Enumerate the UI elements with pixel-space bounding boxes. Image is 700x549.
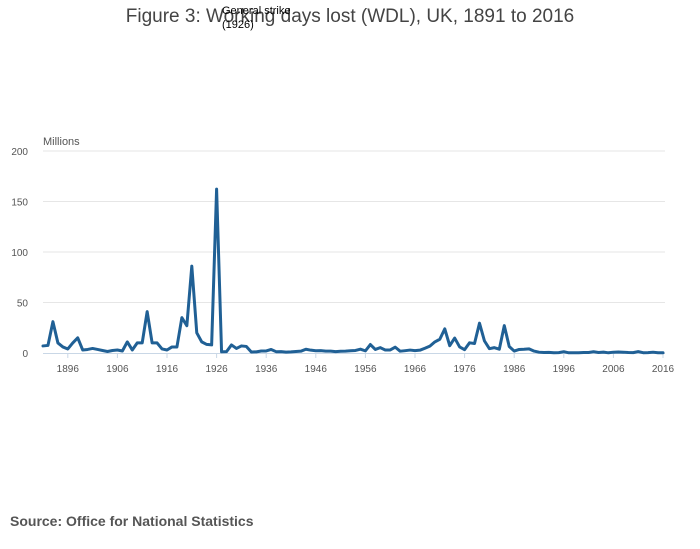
x-axis-ticks: 1896 1906 1916 1926 1936 1946 1956 1966 1976 1986… xyxy=(57,354,675,375)
x-tick-label: 1986 xyxy=(503,364,526,375)
general-strike-annotation: General strike (1926) xyxy=(222,4,290,32)
x-tick-label: 1906 xyxy=(106,364,129,375)
y-tick-label: 200 xyxy=(11,147,28,158)
x-tick-label: 2016 xyxy=(652,364,675,375)
x-tick-label: 1916 xyxy=(156,364,179,375)
y-axis-ticks: 0 50 100 150 200 xyxy=(11,147,28,360)
y-tick-label: 100 xyxy=(11,248,28,259)
annotation-line-1: General strike xyxy=(222,5,291,17)
annotation-line-2: (1926) xyxy=(222,19,254,31)
chart-title: Figure 3: Working days lost (WDL), UK, 1… xyxy=(125,6,575,27)
x-tick-label: 1976 xyxy=(453,364,476,375)
y-tick-label: 50 xyxy=(17,299,29,310)
x-tick-label: 1996 xyxy=(553,364,576,375)
x-tick-label: 1946 xyxy=(305,364,328,375)
y-axis-unit-label: Millions xyxy=(43,136,80,148)
x-tick-label: 1956 xyxy=(354,364,377,375)
x-tick-label: 1926 xyxy=(205,364,228,375)
x-tick-label: 2006 xyxy=(602,364,625,375)
y-tick-label: 150 xyxy=(11,198,28,209)
x-tick-label: 1896 xyxy=(57,364,80,375)
gridlines xyxy=(43,150,665,303)
series-line-wdl[interactable] xyxy=(41,187,665,355)
x-tick-label: 1966 xyxy=(404,364,427,375)
source-note: Source: Office for National Statistics xyxy=(10,513,254,529)
y-tick-label: 0 xyxy=(22,349,28,360)
x-tick-label: 1936 xyxy=(255,364,278,375)
